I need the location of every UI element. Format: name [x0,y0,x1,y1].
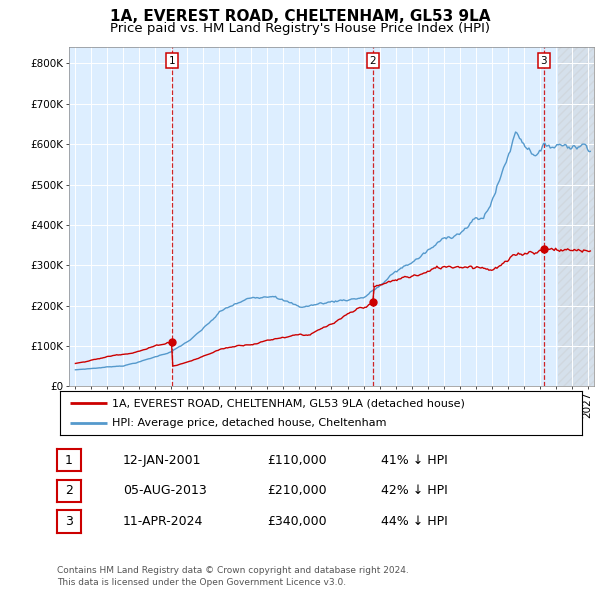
Text: 3: 3 [541,55,547,65]
Bar [559,47,594,386]
Text: £210,000: £210,000 [267,484,326,497]
Text: Price paid vs. HM Land Registry's House Price Index (HPI): Price paid vs. HM Land Registry's House … [110,22,490,35]
Text: 1A, EVEREST ROAD, CHELTENHAM, GL53 9LA (detached house): 1A, EVEREST ROAD, CHELTENHAM, GL53 9LA (… [112,398,465,408]
Text: 1: 1 [65,454,73,467]
Text: 1A, EVEREST ROAD, CHELTENHAM, GL53 9LA: 1A, EVEREST ROAD, CHELTENHAM, GL53 9LA [110,9,490,24]
Text: 44% ↓ HPI: 44% ↓ HPI [381,515,448,528]
Text: 41% ↓ HPI: 41% ↓ HPI [381,454,448,467]
Text: £110,000: £110,000 [267,454,326,467]
Text: HPI: Average price, detached house, Cheltenham: HPI: Average price, detached house, Chel… [112,418,387,428]
Text: 42% ↓ HPI: 42% ↓ HPI [381,484,448,497]
Text: Contains HM Land Registry data © Crown copyright and database right 2024.
This d: Contains HM Land Registry data © Crown c… [57,566,409,587]
Text: 1: 1 [169,55,175,65]
Text: 05-AUG-2013: 05-AUG-2013 [123,484,207,497]
Text: 2: 2 [370,55,376,65]
Text: £340,000: £340,000 [267,515,326,528]
Text: 2: 2 [65,484,73,497]
Text: 11-APR-2024: 11-APR-2024 [123,515,203,528]
Text: 12-JAN-2001: 12-JAN-2001 [123,454,202,467]
Text: 3: 3 [65,515,73,528]
